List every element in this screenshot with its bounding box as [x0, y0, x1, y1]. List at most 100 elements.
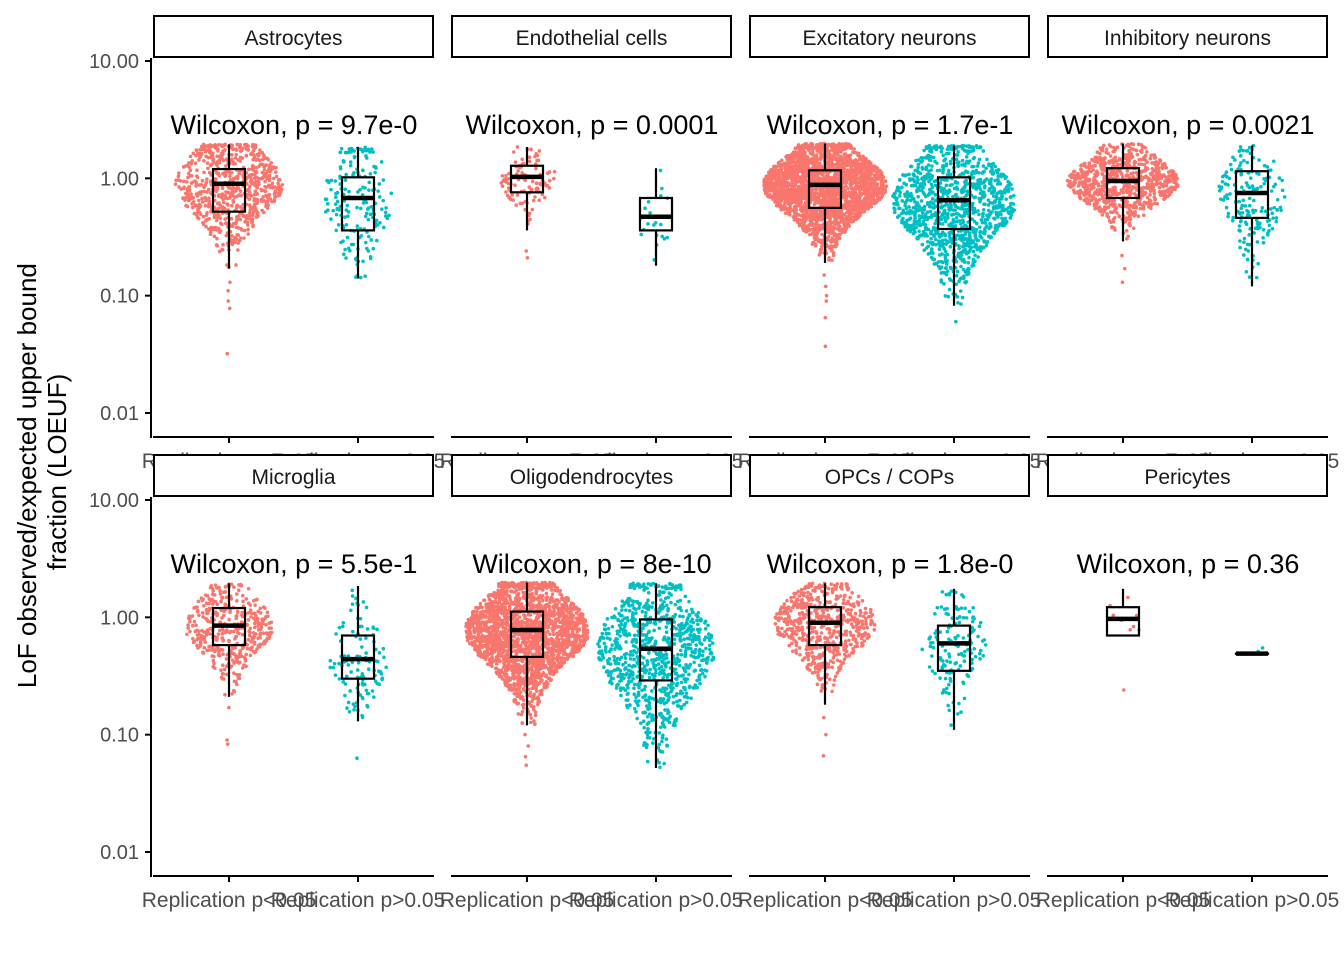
data-point	[546, 171, 550, 175]
data-point	[192, 200, 196, 204]
data-point	[833, 218, 837, 222]
data-point	[215, 171, 219, 175]
y-tick-label: 10.00	[89, 490, 139, 512]
data-point	[254, 145, 258, 149]
data-point	[982, 181, 986, 185]
data-point	[648, 211, 652, 215]
data-point	[263, 163, 267, 167]
data-point	[195, 168, 199, 172]
data-point	[256, 211, 260, 215]
data-point	[965, 160, 969, 164]
data-point	[387, 214, 391, 218]
data-point	[929, 210, 933, 214]
data-point	[252, 211, 256, 215]
data-point	[854, 158, 858, 162]
data-point	[195, 148, 199, 152]
data-point	[1010, 202, 1014, 206]
data-point	[835, 240, 839, 244]
data-point	[246, 188, 250, 192]
data-point	[780, 158, 784, 162]
data-point	[796, 193, 800, 197]
data-point	[913, 211, 917, 215]
data-point	[943, 259, 947, 263]
data-point	[977, 171, 981, 175]
data-point	[254, 189, 258, 193]
data-point	[271, 182, 275, 186]
data-point	[531, 179, 535, 183]
data-point	[268, 165, 272, 169]
data-point	[948, 208, 952, 212]
data-point	[193, 179, 197, 183]
data-point	[949, 160, 953, 164]
data-point	[891, 194, 895, 198]
data-point	[912, 197, 916, 201]
data-point	[174, 182, 178, 186]
data-point	[336, 191, 340, 195]
data-point	[955, 153, 959, 157]
data-point	[934, 238, 938, 242]
data-point	[920, 199, 924, 203]
data-point	[811, 241, 815, 245]
data-point	[956, 301, 960, 305]
data-point	[236, 248, 240, 252]
data-point	[797, 179, 801, 183]
data-point	[374, 166, 378, 170]
data-point	[966, 240, 970, 244]
data-point	[177, 185, 181, 189]
data-point	[976, 255, 980, 259]
data-point	[260, 189, 264, 193]
data-point	[202, 159, 206, 163]
data-point	[343, 215, 347, 219]
data-point	[516, 193, 520, 197]
y-tick-label: 0.10	[100, 286, 139, 308]
data-point	[866, 171, 870, 175]
data-point	[208, 171, 212, 175]
data-point	[928, 176, 932, 180]
data-point	[930, 213, 934, 217]
data-point	[983, 218, 987, 222]
data-point	[803, 220, 807, 224]
data-point	[931, 243, 935, 247]
data-point	[245, 154, 249, 158]
data-point	[777, 170, 781, 174]
data-point	[798, 149, 802, 153]
data-point	[368, 150, 372, 154]
data-point	[985, 158, 989, 162]
data-point	[376, 189, 380, 193]
data-point	[769, 174, 773, 178]
data-point	[235, 153, 239, 157]
data-point	[365, 156, 369, 160]
data-point	[995, 225, 999, 229]
data-point	[514, 160, 518, 164]
data-point	[819, 239, 823, 243]
data-point	[202, 215, 206, 219]
data-point	[830, 143, 834, 147]
data-point	[506, 194, 510, 198]
data-point	[864, 157, 868, 161]
data-point	[836, 165, 840, 169]
data-point	[983, 226, 987, 230]
data-point	[185, 195, 189, 199]
y-tick-label: 1.00	[100, 607, 139, 629]
data-point	[976, 209, 980, 213]
data-point	[389, 191, 393, 195]
data-point	[871, 188, 875, 192]
data-point	[331, 209, 335, 213]
data-point	[204, 225, 208, 229]
y-axis-row-1: 10.001.000.100.01	[89, 51, 151, 438]
data-point	[375, 219, 379, 223]
data-point	[382, 226, 386, 230]
data-point	[194, 161, 198, 165]
data-point	[659, 169, 663, 173]
data-point	[543, 196, 547, 200]
data-point	[948, 189, 952, 193]
data-point	[965, 193, 969, 197]
data-point	[770, 184, 774, 188]
data-point	[985, 177, 989, 181]
data-point	[873, 169, 877, 173]
data-point	[188, 188, 192, 192]
y-axis-row-2: 10.001.000.100.01	[89, 490, 151, 877]
data-point	[982, 164, 986, 168]
data-point	[793, 215, 797, 219]
data-point	[216, 148, 220, 152]
